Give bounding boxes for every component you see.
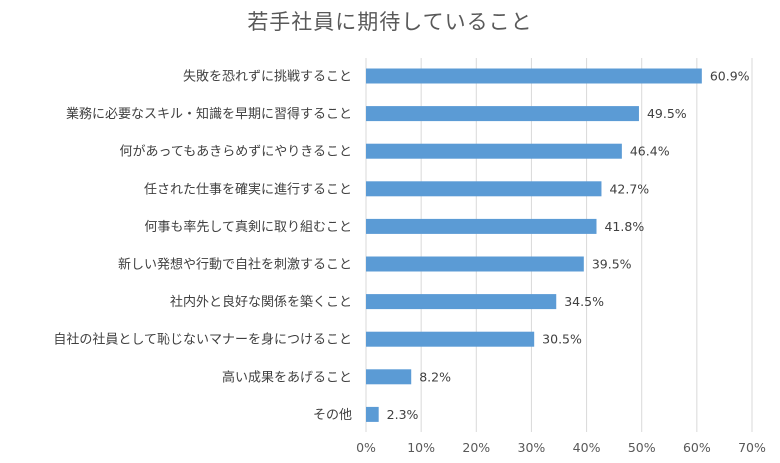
x-tick-label: 70% xyxy=(738,440,766,455)
bar xyxy=(366,369,412,385)
x-tick-label: 10% xyxy=(407,440,435,455)
x-tick-label: 0% xyxy=(356,440,376,455)
value-label: 42.7% xyxy=(609,181,649,196)
category-label: 任された仕事を確実に進行すること xyxy=(144,181,352,197)
category-label: 新しい発想や行動で自社を刺激すること xyxy=(118,257,352,273)
category-label: 社内外と良好な関係を築くこと xyxy=(170,294,352,310)
bar xyxy=(366,181,602,197)
category-label: 失敗を恐れずに挑戦すること xyxy=(183,70,352,85)
category-label: 高い成果をあげること xyxy=(222,369,352,385)
category-label: 自社の社員として恥じないマナーを身につけること xyxy=(53,332,352,348)
chart-title: 若手社員に期待していること xyxy=(247,10,533,34)
value-label: 8.2% xyxy=(419,369,451,384)
bar xyxy=(366,68,702,84)
bar xyxy=(366,406,379,422)
bar xyxy=(366,256,584,272)
x-tick-label: 50% xyxy=(628,440,656,455)
bar xyxy=(366,143,622,159)
x-tick-label: 40% xyxy=(573,440,601,455)
value-label: 2.3% xyxy=(387,407,419,422)
bar xyxy=(366,218,597,234)
value-label: 30.5% xyxy=(542,332,582,347)
bar xyxy=(366,331,535,347)
value-label: 34.5% xyxy=(564,294,604,309)
x-tick-label: 30% xyxy=(518,440,546,455)
category-label: 業務に必要なスキル・知識を早期に習得すること xyxy=(66,106,352,122)
category-label: 何があってもあきらめずにやりきること xyxy=(120,144,352,160)
category-label: その他 xyxy=(313,408,352,423)
bar xyxy=(366,106,639,122)
x-tick-label: 20% xyxy=(462,440,490,455)
value-label: 39.5% xyxy=(592,257,632,272)
bar xyxy=(366,294,557,310)
value-label: 41.8% xyxy=(604,219,644,234)
category-label: 何事も率先して真剣に取り組むこと xyxy=(144,219,352,235)
value-label: 46.4% xyxy=(630,144,670,159)
value-label: 49.5% xyxy=(647,106,687,121)
value-label: 60.9% xyxy=(710,69,750,84)
x-tick-label: 60% xyxy=(683,440,711,455)
